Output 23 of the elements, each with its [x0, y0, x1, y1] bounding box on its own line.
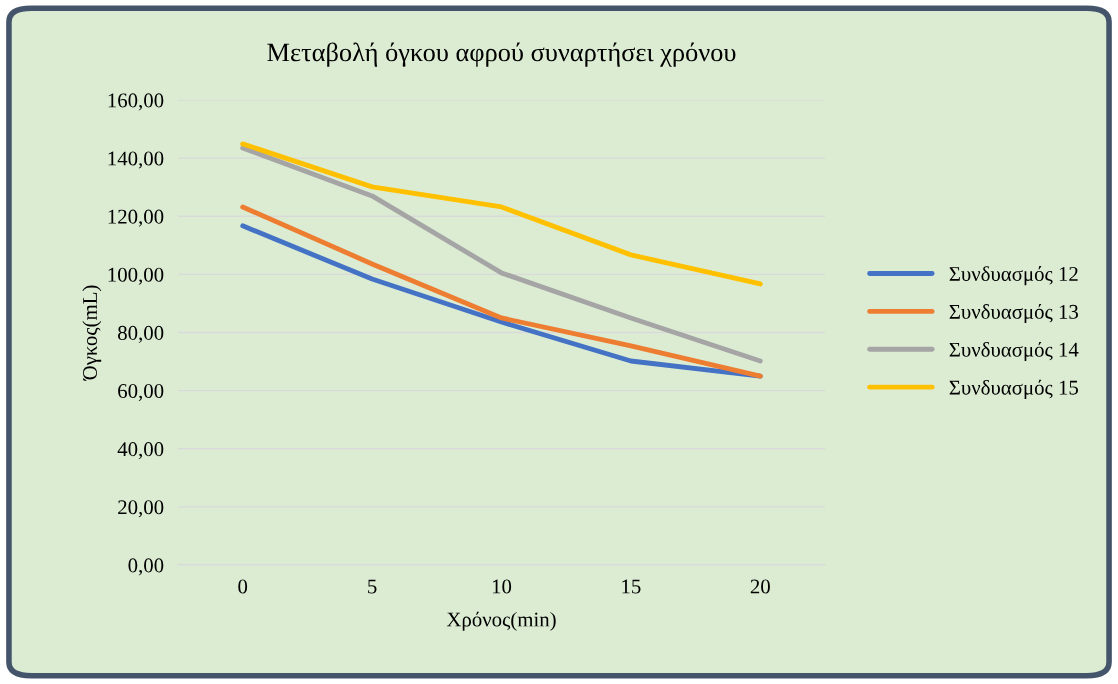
y-tick-label: 120,00 [108, 209, 164, 227]
y-tick-label: 100,00 [108, 267, 164, 285]
x-tick-label: 20 [750, 579, 770, 594]
y-tick-label: 60,00 [118, 384, 164, 402]
y-axis-title: Όγκος(mL) [82, 285, 102, 381]
y-tick-label: 80,00 [118, 325, 164, 343]
x-tick-label: 10 [492, 579, 512, 594]
legend-label: Συνδυασμός 15 [949, 379, 1078, 399]
line-series [240, 141, 763, 287]
x-tick-label: 0 [238, 579, 248, 594]
line-series [240, 145, 763, 364]
x-tick-label: 15 [622, 579, 641, 594]
x-axis-title: Χρόνος(min) [446, 611, 556, 631]
legend-label: Συνδυασμός 13 [949, 303, 1078, 324]
legend-label: Συνδυασμός 12 [949, 266, 1078, 286]
y-tick-label: 20,00 [118, 500, 164, 518]
chart-title: Μεταβολή όγκου αφρού συναρτήσει χρόνου [267, 42, 736, 67]
y-tick-label: 140,00 [108, 151, 164, 169]
legend-label: Συνδυασμός 14 [949, 341, 1079, 362]
x-tick-label: 5 [368, 579, 377, 594]
y-tick-label: 0,00 [128, 558, 164, 576]
y-tick-label: 160,00 [108, 93, 164, 111]
y-tick-label: 40,00 [117, 442, 164, 460]
